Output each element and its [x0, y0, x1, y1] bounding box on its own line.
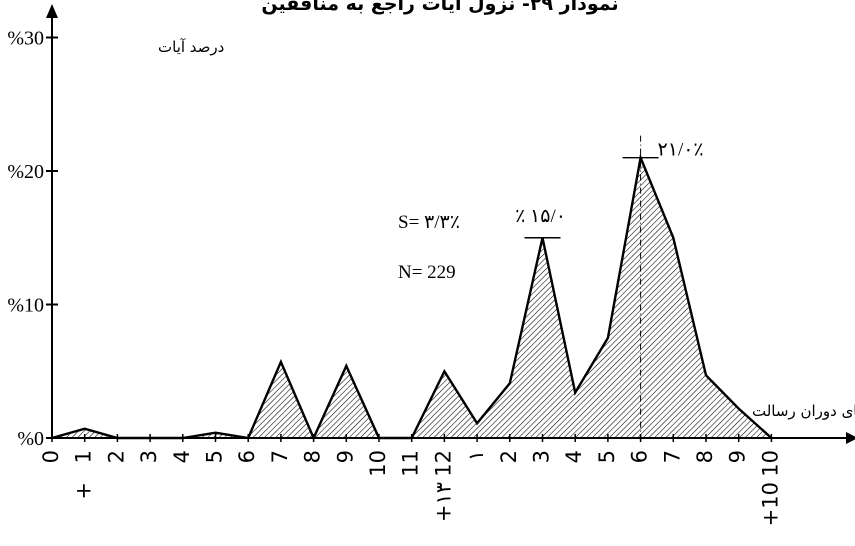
x-tick-label: 6 [235, 450, 259, 463]
x-tick-label: 5 [595, 450, 619, 463]
y-tick-label: %10 [7, 295, 44, 317]
x-tick-label: 1 [72, 450, 96, 463]
x-tick-label: 12 [431, 450, 455, 477]
x-axis-label: سال‌های دوران رسالت [752, 402, 855, 420]
x-tick-label: 6 [628, 450, 652, 463]
y-ticks: %0 %10 %20 %30 [7, 28, 58, 450]
chart-title: نمودار ۲۹- نزول آیات راجع به منافقین [261, 0, 618, 15]
x-tick-label: 10 [366, 450, 390, 477]
y-axis-label: درصد آیات [158, 38, 224, 56]
x-tick-label: 5 [203, 450, 227, 463]
x-tick-label: 3 [530, 450, 554, 463]
x-tick-label: 4 [170, 450, 194, 463]
peak-label: ۱۵/۰ ٪ [515, 206, 566, 227]
x-ticks: 0 1 2 3 4 5 6 7 8 9 10 11 12 ۱ 2 3 4 5 6 7 8 9 10+ +۱۳ +10 [39, 434, 782, 526]
x-marker-label: +10 [758, 482, 782, 526]
x-axis-arrow [846, 432, 855, 444]
x-tick-label: 2 [104, 450, 128, 463]
x-tick-label: 2 [497, 450, 521, 463]
s-annotation: S= ۳/۳٪ [398, 212, 460, 233]
y-tick-label: %30 [7, 28, 44, 50]
x-tick-label: 9 [333, 450, 357, 463]
peak-label: ۲۱/۰٪ [658, 140, 704, 161]
x-tick-label: 7 [660, 450, 684, 463]
x-marker-label: +۱۳ [431, 482, 455, 522]
y-tick-label: %0 [17, 428, 44, 450]
x-tick-label: 8 [301, 450, 325, 463]
plot-area [51, 153, 773, 441]
y-axis-arrow [46, 4, 58, 18]
series-area [52, 157, 772, 438]
x-marker-label: + [72, 482, 96, 500]
x-tick-label: 8 [693, 450, 717, 463]
peak-labels: ۱۵/۰ ٪ ۲۱/۰٪ [515, 135, 704, 438]
y-tick-label: %20 [7, 161, 44, 183]
n-annotation: N= 229 [398, 262, 456, 283]
x-tick-label: 9 [726, 450, 750, 463]
x-tick-label: ۱ [464, 450, 488, 461]
x-tick-label: 11 [399, 450, 423, 477]
x-tick-label: 4 [562, 450, 586, 463]
x-tick-label: 3 [137, 450, 161, 463]
x-tick-label: 10 [758, 450, 782, 477]
x-tick-label: 0 [39, 450, 63, 463]
x-tick-label: 7 [268, 450, 292, 463]
